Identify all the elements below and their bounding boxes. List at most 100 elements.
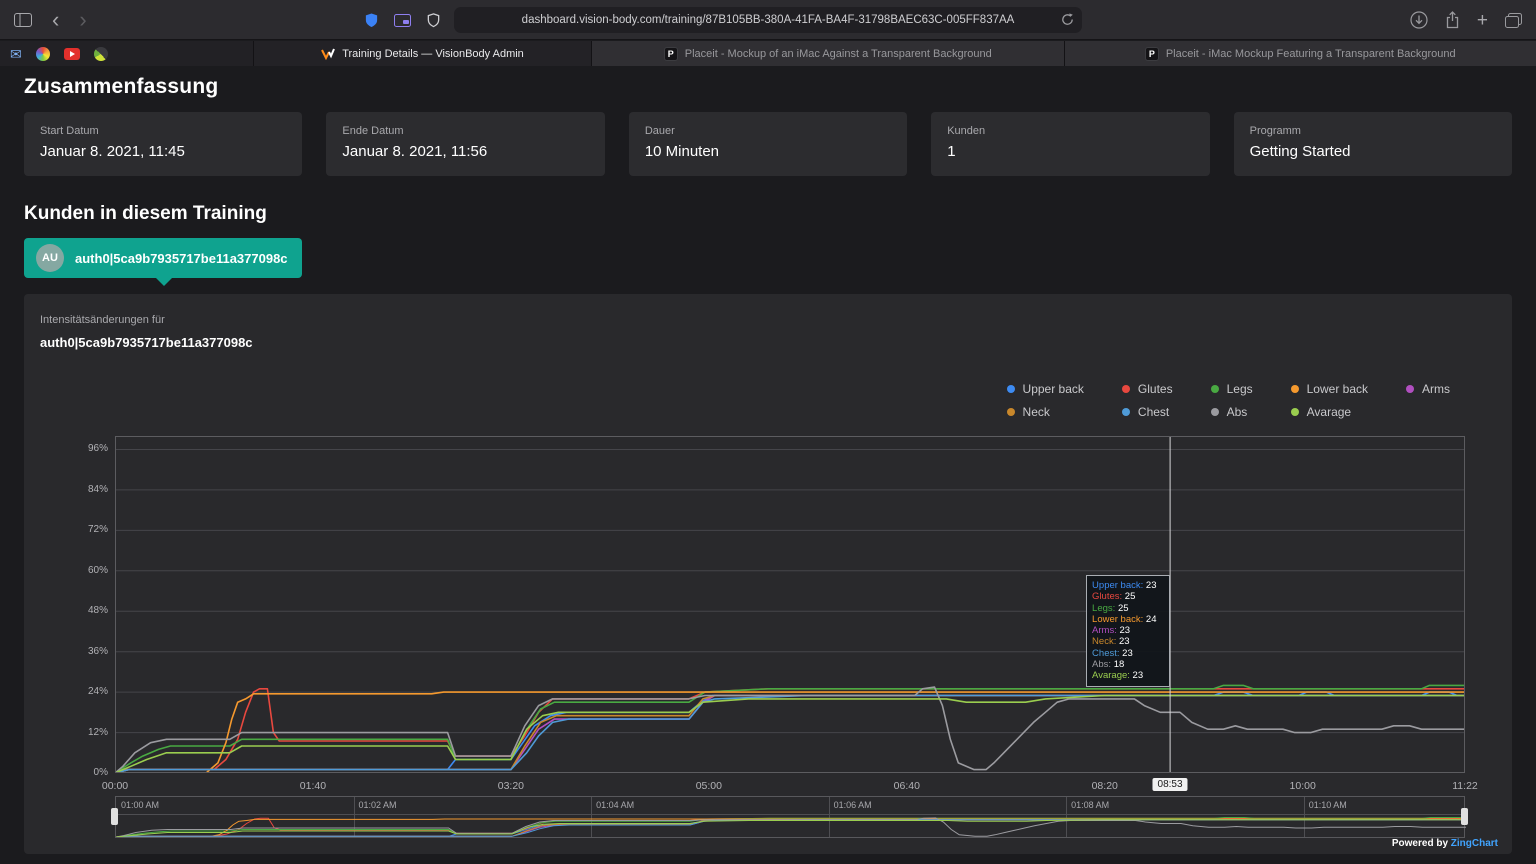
tab-overview-button[interactable]: [1505, 13, 1522, 28]
card-programm: Programm Getting Started: [1234, 112, 1512, 176]
legend-marker: [1211, 408, 1219, 416]
shield-outline-icon: [426, 12, 441, 28]
avatar: AU: [36, 244, 64, 272]
tooltip-row: Glutes: 25: [1092, 591, 1164, 602]
card-label: Ende Datum: [342, 125, 588, 137]
y-axis-label: 48%: [42, 605, 108, 616]
preview-time-label: 01:00 AM: [121, 800, 159, 810]
legend-item-abs[interactable]: Abs: [1211, 405, 1248, 419]
pinned-tab-app-icon[interactable]: [94, 47, 108, 61]
picture-in-picture-icon: [394, 14, 411, 27]
card-label: Dauer: [645, 125, 891, 137]
customer-chip[interactable]: AU auth0|5ca9b7935717be11a377098c: [24, 238, 302, 278]
card-label: Programm: [1250, 125, 1496, 137]
visionbody-favicon: [321, 48, 335, 60]
scrubber-handle-left[interactable]: [111, 808, 118, 825]
preview-time-label: 01:06 AM: [834, 800, 872, 810]
pinned-tab-pinwheel-icon[interactable]: [36, 47, 50, 61]
extension-blue-shield-button[interactable]: [364, 12, 379, 28]
tooltip-row: Upper back: 23: [1092, 580, 1164, 591]
legend-item-arms[interactable]: Arms: [1406, 382, 1450, 396]
chart-panel: Intensitätsänderungen für auth0|5ca9b793…: [24, 294, 1512, 854]
x-axis-label: 11:22: [1452, 780, 1478, 792]
legend-label: Chest: [1138, 405, 1169, 419]
legend-marker: [1406, 385, 1414, 393]
y-axis-label: 84%: [42, 484, 108, 495]
chart-scrubber[interactable]: 01:00 AM01:02 AM01:04 AM01:06 AM01:08 AM…: [115, 796, 1465, 838]
summary-title: Zusammenfassung: [24, 75, 1512, 99]
placeit-favicon: P: [664, 47, 678, 61]
legend-label: Abs: [1227, 405, 1248, 419]
legend-label: Avarage: [1307, 405, 1351, 419]
card-dauer: Dauer 10 Minuten: [629, 112, 907, 176]
customers-title: Kunden in diesem Training: [24, 203, 1512, 225]
tabs-overview-icon: [1505, 13, 1522, 28]
legend-label: Lower back: [1307, 382, 1368, 396]
preview-time-label: 01:08 AM: [1071, 800, 1109, 810]
forward-button[interactable]: ›: [79, 9, 86, 31]
new-tab-button[interactable]: +: [1477, 11, 1488, 30]
card-start-datum: Start Datum Januar 8. 2021, 11:45: [24, 112, 302, 176]
legend-marker: [1007, 385, 1015, 393]
legend-label: Legs: [1227, 382, 1253, 396]
tooltip-row: Chest: 23: [1092, 648, 1164, 659]
intensity-chart-plot[interactable]: [115, 436, 1465, 773]
legend-item-upper-back[interactable]: Upper back: [1007, 382, 1084, 396]
preview-chart: [116, 813, 1466, 837]
legend-item-avarage[interactable]: Avarage: [1291, 405, 1351, 419]
reload-button[interactable]: [1061, 13, 1074, 26]
share-button[interactable]: [1445, 11, 1460, 29]
tab-title: Training Details — VisionBody Admin: [342, 48, 524, 60]
download-icon: [1410, 11, 1428, 29]
x-axis-label: 05:00: [696, 780, 722, 792]
y-axis-label: 60%: [42, 565, 108, 576]
browser-toolbar: ‹ › dashboard.vision-body.com/training/8…: [0, 0, 1536, 40]
downloads-button[interactable]: [1410, 11, 1428, 29]
sidebar-toggle-button[interactable]: [14, 13, 32, 27]
tooltip-row: Arms: 23: [1092, 625, 1164, 636]
card-ende-datum: Ende Datum Januar 8. 2021, 11:56: [326, 112, 604, 176]
summary-cards: Start Datum Januar 8. 2021, 11:45 Ende D…: [24, 112, 1512, 176]
chart-tooltip: Upper back: 23Glutes: 25Legs: 25Lower ba…: [1086, 575, 1170, 687]
legend-label: Upper back: [1023, 382, 1084, 396]
tab-training-details[interactable]: Training Details — VisionBody Admin: [253, 41, 591, 66]
blue-shield-icon: [364, 12, 379, 28]
pinned-tab-mail-icon[interactable]: ✉: [10, 47, 22, 61]
legend-item-legs[interactable]: Legs: [1211, 382, 1253, 396]
chart-title: auth0|5ca9b7935717be11a377098c: [40, 335, 253, 350]
address-bar[interactable]: dashboard.vision-body.com/training/87B10…: [454, 7, 1082, 33]
extension-shield-button[interactable]: [426, 12, 441, 28]
tab-title: Placeit - iMac Mockup Featuring a Transp…: [1166, 48, 1456, 60]
placeit-favicon: P: [1145, 47, 1159, 61]
tab-placeit-2[interactable]: P Placeit - iMac Mockup Featuring a Tran…: [1064, 41, 1536, 66]
tooltip-row: Neck: 23: [1092, 636, 1164, 647]
pinned-tab-youtube-icon[interactable]: [64, 48, 80, 60]
extension-pip-button[interactable]: [394, 14, 411, 27]
legend-label: Glutes: [1138, 382, 1173, 396]
y-axis-label: 96%: [42, 443, 108, 454]
legend-marker: [1291, 408, 1299, 416]
back-button[interactable]: ‹: [52, 9, 59, 31]
tab-placeit-1[interactable]: P Placeit - Mockup of an iMac Against a …: [591, 41, 1064, 66]
legend-marker: [1007, 408, 1015, 416]
tab-title: Placeit - Mockup of an iMac Against a Tr…: [685, 48, 992, 60]
zingchart-link[interactable]: ZingChart: [1451, 838, 1498, 849]
powered-by-text: Powered by: [1392, 838, 1451, 849]
card-value: Januar 8. 2021, 11:45: [40, 143, 286, 160]
chart-legend: Upper back Glutes Legs Lower back Arms Neck Ch…: [1007, 382, 1450, 419]
tab-bar: ✉ Training Details — VisionBody Admin P …: [0, 41, 1536, 66]
tooltip-row: Avarage: 23: [1092, 670, 1164, 681]
chip-pointer: [156, 278, 172, 286]
legend-marker: [1122, 408, 1130, 416]
legend-item-chest[interactable]: Chest: [1122, 405, 1169, 419]
x-axis-label: 03:20: [498, 780, 524, 792]
scrubber-handle-right[interactable]: [1461, 808, 1468, 825]
legend-item-lower-back[interactable]: Lower back: [1291, 382, 1368, 396]
card-value: Getting Started: [1250, 143, 1496, 160]
y-axis-label: 24%: [42, 686, 108, 697]
reload-icon: [1061, 13, 1074, 26]
legend-item-neck[interactable]: Neck: [1007, 405, 1050, 419]
preview-time-label: 01:02 AM: [359, 800, 397, 810]
legend-item-glutes[interactable]: Glutes: [1122, 382, 1173, 396]
y-axis-label: 72%: [42, 524, 108, 535]
